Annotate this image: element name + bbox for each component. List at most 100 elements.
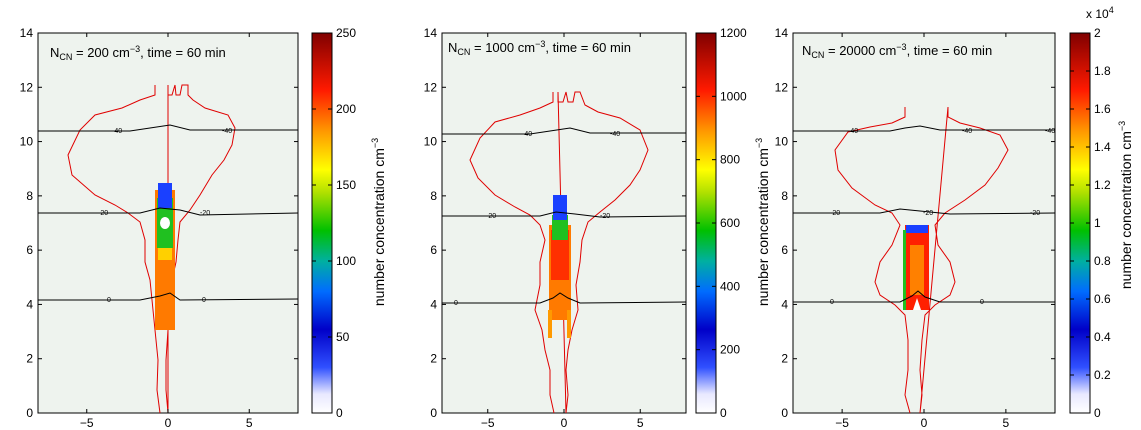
isotherm-minus20 — [38, 207, 299, 216]
panel-title: NCN = 20000 cm−3, time = 60 min — [802, 42, 992, 60]
panel-3: -40 -40 -40 -20 -20 -20 0 0 −5 0 502468101… — [775, 5, 1134, 430]
colorbar-tick-label: 1.2 — [1094, 178, 1111, 192]
isotherm-label: 0 — [107, 297, 111, 304]
y-tick-label: 6 — [430, 243, 437, 257]
colorbar-tick-label: 0.4 — [1094, 330, 1111, 344]
plume-fill-blue — [553, 195, 567, 220]
colorbar-tick-label: 0 — [1094, 406, 1101, 420]
plume-fill-green — [552, 215, 568, 240]
isotherm-label: -40 — [848, 128, 858, 135]
plot-content: -40 -40 -40 -20 -20 -20 0 0 — [793, 106, 1056, 414]
x-tick-label: 0 — [165, 416, 172, 430]
colorbar-tick-label: 600 — [720, 216, 740, 230]
y-tick-label: 0 — [26, 406, 33, 420]
colorbar-tick-label: 800 — [720, 153, 740, 167]
isotherm-minus40 — [442, 127, 686, 135]
isotherm-label: -20 — [600, 213, 610, 220]
isotherm-label: 0 — [980, 299, 984, 306]
isotherm-minus40 — [38, 124, 298, 132]
isotherm-zero — [793, 290, 1055, 303]
isotherm-zero — [442, 292, 687, 304]
colorbar-label: number concentration cm−3 — [370, 138, 387, 306]
colorbar-tick-label: 250 — [336, 26, 356, 40]
y-tick-label: 12 — [775, 80, 789, 94]
y-tick-label: 10 — [424, 135, 438, 149]
colorbar-tick-label: 100 — [336, 254, 356, 268]
isotherm-label: -40 — [522, 131, 532, 138]
x-tick-label: 0 — [921, 416, 928, 430]
colorbar-tick-label: 150 — [336, 178, 356, 192]
y-tick-label: 10 — [20, 135, 34, 149]
colorbar-tick-label: 50 — [336, 330, 350, 344]
colorbar-tick-label: 1.8 — [1094, 64, 1111, 78]
cloud-outline — [834, 106, 1009, 414]
colorbar-tick-label: 1.4 — [1094, 140, 1111, 154]
isotherm-minus20 — [442, 211, 687, 218]
colorbar-tick-label: 400 — [720, 279, 740, 293]
x-tick-label: −5 — [80, 416, 94, 430]
isotherm-label: -40 — [610, 131, 620, 138]
y-tick-label: 10 — [775, 135, 789, 149]
y-tick-label: 6 — [781, 243, 788, 257]
y-tick-label: 12 — [20, 80, 34, 94]
y-tick-label: 4 — [26, 297, 33, 311]
colorbar-label: number concentration cm−3 — [1117, 121, 1134, 289]
isotherm-label: 0 — [830, 299, 834, 306]
isotherm-label: -20 — [923, 210, 933, 217]
colorbar-tick-label: 200 — [720, 343, 740, 357]
y-tick-label: 14 — [775, 26, 789, 40]
isotherm-label: -20 — [98, 210, 108, 217]
colorbar-tick-label: 1000 — [720, 89, 747, 103]
plot-content: -40 -40 -20 -20 0 — [442, 91, 687, 414]
isotherm-label: 0 — [202, 297, 206, 304]
colorbar-tick-label: 2 — [1094, 26, 1101, 40]
colorbar-label: number concentration cm−3 — [754, 138, 771, 306]
isotherm-label: -40 — [962, 128, 972, 135]
colorbar-multiplier: x 104 — [1086, 5, 1114, 21]
isotherm-label: -40 — [112, 128, 122, 135]
colorbar-tick-label: 200 — [336, 102, 356, 116]
plume-core — [160, 217, 170, 229]
y-tick-label: 4 — [781, 297, 788, 311]
colorbar-tick-label: 0 — [336, 406, 343, 420]
y-tick-label: 2 — [26, 352, 33, 366]
y-tick-label: 8 — [430, 189, 437, 203]
isotherm-label: -20 — [200, 210, 210, 217]
y-tick-label: 14 — [20, 26, 34, 40]
y-tick-label: 14 — [424, 26, 438, 40]
x-tick-label: −5 — [481, 416, 495, 430]
y-tick-label: 0 — [430, 406, 437, 420]
plume-fill-green-edge — [903, 230, 906, 310]
plume-fill-orange — [910, 245, 924, 295]
plume-fill-red — [551, 230, 569, 280]
colorbar-tick-label: 1 — [1094, 216, 1101, 230]
axes-background — [792, 32, 1056, 414]
isotherm-zero — [38, 292, 299, 301]
isotherm-label: -20 — [486, 213, 496, 220]
panel-2: -40 -40 -20 -20 0 −5 0 5 0 2 4 6 8 10 12 14 NCN = … — [424, 26, 771, 430]
colorbar-tick-label: 1200 — [720, 26, 747, 40]
plot-content: -40 -40 -20 -20 0 0 — [38, 84, 299, 414]
isotherm-minus20 — [793, 208, 1056, 215]
colorbar-tick-label: 0.8 — [1094, 254, 1111, 268]
plume-fill-blue — [158, 183, 172, 208]
x-tick-label: 5 — [1003, 416, 1010, 430]
y-tick-label: 8 — [781, 189, 788, 203]
y-tick-label: 0 — [781, 406, 788, 420]
plume-fill-lower-right — [567, 310, 571, 338]
colorbar-tick-label: 0.2 — [1094, 368, 1111, 382]
y-tick-label: 6 — [26, 243, 33, 257]
plume-core — [913, 298, 921, 310]
isotherm-label: -40 — [1045, 128, 1055, 135]
x-tick-label: 5 — [637, 416, 644, 430]
y-tick-label: 2 — [430, 352, 437, 366]
panel-title: NCN = 1000 cm−3, time = 60 min — [448, 39, 631, 57]
x-tick-label: 0 — [561, 416, 568, 430]
isotherm-label: -20 — [830, 210, 840, 217]
x-tick-label: −5 — [835, 416, 849, 430]
y-tick-label: 4 — [430, 297, 437, 311]
isotherm-label: 0 — [454, 300, 458, 307]
x-tick-label: 5 — [246, 416, 253, 430]
